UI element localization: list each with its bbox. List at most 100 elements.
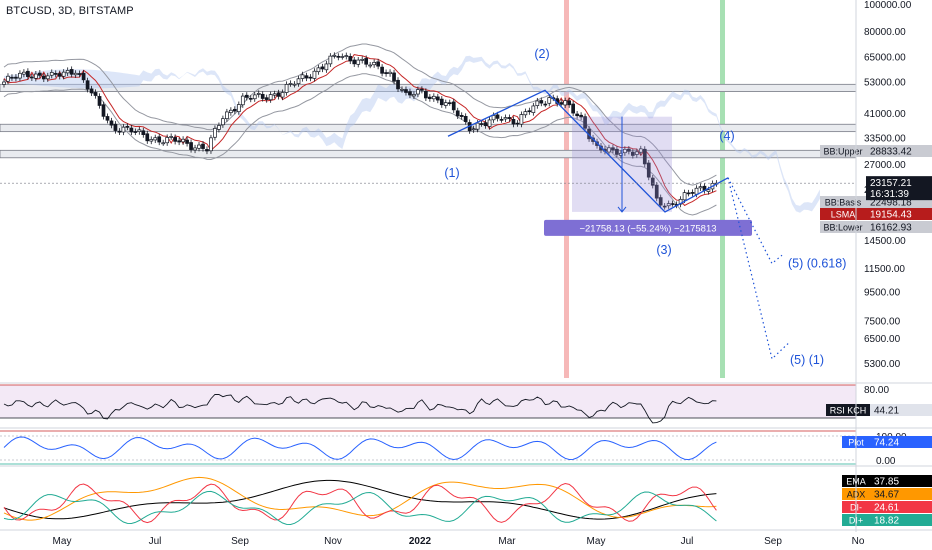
price-zone-box (0, 149, 857, 159)
time-tick-label: May (53, 536, 72, 547)
candle-body (348, 56, 353, 62)
candle-body (443, 102, 448, 106)
candle-body (65, 70, 70, 74)
candle-body (630, 151, 635, 156)
candle-body (316, 67, 321, 73)
candle-body (332, 54, 337, 57)
candle-body (73, 72, 78, 76)
candle-body (304, 75, 309, 79)
price-pane: −21758.13 (−55.24%) −2175813 (5) (0.618) (… (0, 0, 857, 378)
candle-body (543, 103, 548, 106)
candle-body (89, 88, 94, 94)
projection-1-line (727, 177, 791, 360)
candle-body (607, 147, 611, 153)
indicator-value: 22498.18 (870, 198, 912, 209)
candle-body (666, 203, 671, 207)
candle-body (706, 189, 711, 192)
candle-body (248, 97, 253, 100)
candle-body (475, 122, 480, 130)
price-tick-label: 33500.00 (864, 134, 906, 145)
candle-body (308, 76, 313, 79)
candle-body (507, 117, 512, 119)
candle-body (85, 80, 90, 90)
candle-body (459, 114, 464, 117)
time-tick-label: May (587, 536, 606, 547)
candle-body (292, 83, 297, 86)
measure-label: −21758.13 (−55.24%) −2175813 (579, 223, 716, 234)
time-tick-label: Jul (149, 536, 162, 547)
candle-body (181, 138, 185, 143)
adx-line (3, 476, 717, 521)
candle-body (229, 109, 233, 114)
time-tick-label: Nov (324, 536, 342, 547)
candle-body (583, 116, 587, 129)
candle-body (236, 104, 241, 113)
candle-body (221, 118, 225, 126)
candle-body (117, 130, 122, 133)
candle-body (408, 91, 412, 96)
bb-upper-line (3, 43, 717, 186)
candle-body (682, 192, 687, 201)
candle-body (125, 126, 130, 128)
candle-body (77, 73, 82, 75)
price-tick-label: 6500.00 (864, 334, 901, 345)
wave-label-5-1: (5) (1) (790, 353, 824, 367)
candle-body (268, 94, 273, 101)
ema-line (3, 479, 717, 520)
candle-body (328, 55, 333, 65)
price-tick-label: 7500.00 (864, 316, 901, 327)
candles (2, 52, 719, 210)
candle-body (499, 119, 504, 121)
candle-body (471, 128, 476, 131)
candle-body (646, 162, 651, 178)
indicator-value-tag (866, 208, 932, 220)
candle-body (205, 149, 209, 152)
candle-body (463, 115, 468, 122)
price-tick-label: 5300.00 (864, 359, 901, 370)
di-minus-line (3, 482, 717, 524)
candle-body (141, 130, 146, 135)
rsi-line (3, 394, 717, 424)
time-axis: May Jul Sep Nov 2022 Mar May Jul Sep No (53, 536, 865, 547)
candle-body (388, 71, 392, 75)
candle-body (447, 102, 452, 105)
candle-body (352, 59, 357, 65)
candle-body (559, 102, 564, 105)
dmi-value: 18.82 (874, 516, 899, 527)
candle-body (177, 140, 181, 143)
candle-body (33, 73, 38, 79)
candle-body (165, 137, 170, 144)
candle-body (634, 151, 639, 155)
rsi-tick-label: 80.00 (864, 385, 889, 396)
candle-body (49, 72, 54, 76)
candle-body (491, 115, 496, 121)
candle-body (121, 126, 126, 133)
symbol-title: BTCUSD, 3D, BITSTAMP (6, 5, 134, 17)
candle-body (133, 131, 138, 133)
rsi-value: 44.21 (874, 406, 899, 417)
candle-body (272, 93, 277, 96)
candle-body (45, 75, 50, 80)
dmi-value-tag (870, 475, 932, 487)
candle-body (57, 73, 62, 77)
measure-label-box (544, 219, 752, 236)
candle-body (455, 110, 460, 117)
elliott-wave-line (447, 89, 729, 213)
candle-body (26, 70, 30, 77)
candle-body (479, 123, 484, 125)
plot-tick-label: 0.00 (876, 456, 896, 467)
candle-body (575, 113, 579, 117)
candle-body (157, 136, 162, 143)
candle-body (101, 104, 106, 117)
candle-body (201, 143, 205, 149)
candle-body (396, 79, 400, 90)
wave-label-2: (2) (534, 47, 549, 61)
candle-body (81, 72, 86, 81)
candle-body (658, 197, 663, 206)
candle-body (650, 177, 655, 186)
candle-body (232, 108, 237, 112)
candle-body (424, 90, 428, 99)
lsma-line (3, 54, 717, 207)
